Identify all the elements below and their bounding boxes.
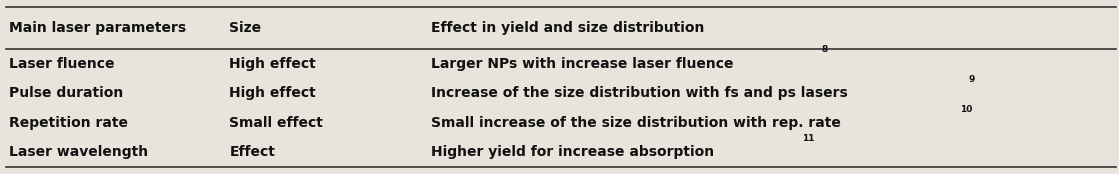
Text: 9: 9 <box>969 75 975 84</box>
Text: 10: 10 <box>960 105 972 114</box>
Text: Repetition rate: Repetition rate <box>9 116 128 130</box>
Text: High effect: High effect <box>229 86 317 100</box>
Text: Increase of the size distribution with fs and ps lasers: Increase of the size distribution with f… <box>431 86 847 100</box>
Text: Larger NPs with increase laser fluence: Larger NPs with increase laser fluence <box>431 57 733 70</box>
Text: 8: 8 <box>821 45 827 54</box>
Text: Main laser parameters: Main laser parameters <box>9 21 186 35</box>
Text: Size: Size <box>229 21 262 35</box>
Text: Small effect: Small effect <box>229 116 323 130</box>
Text: Pulse duration: Pulse duration <box>9 86 123 100</box>
Text: Laser wavelength: Laser wavelength <box>9 145 148 159</box>
Text: 11: 11 <box>802 134 815 143</box>
Text: Effect: Effect <box>229 145 275 159</box>
Text: Laser fluence: Laser fluence <box>9 57 114 70</box>
Text: Effect in yield and size distribution: Effect in yield and size distribution <box>431 21 704 35</box>
Text: Higher yield for increase absorption: Higher yield for increase absorption <box>431 145 718 159</box>
Text: High effect: High effect <box>229 57 317 70</box>
Text: Small increase of the size distribution with rep. rate: Small increase of the size distribution … <box>431 116 840 130</box>
